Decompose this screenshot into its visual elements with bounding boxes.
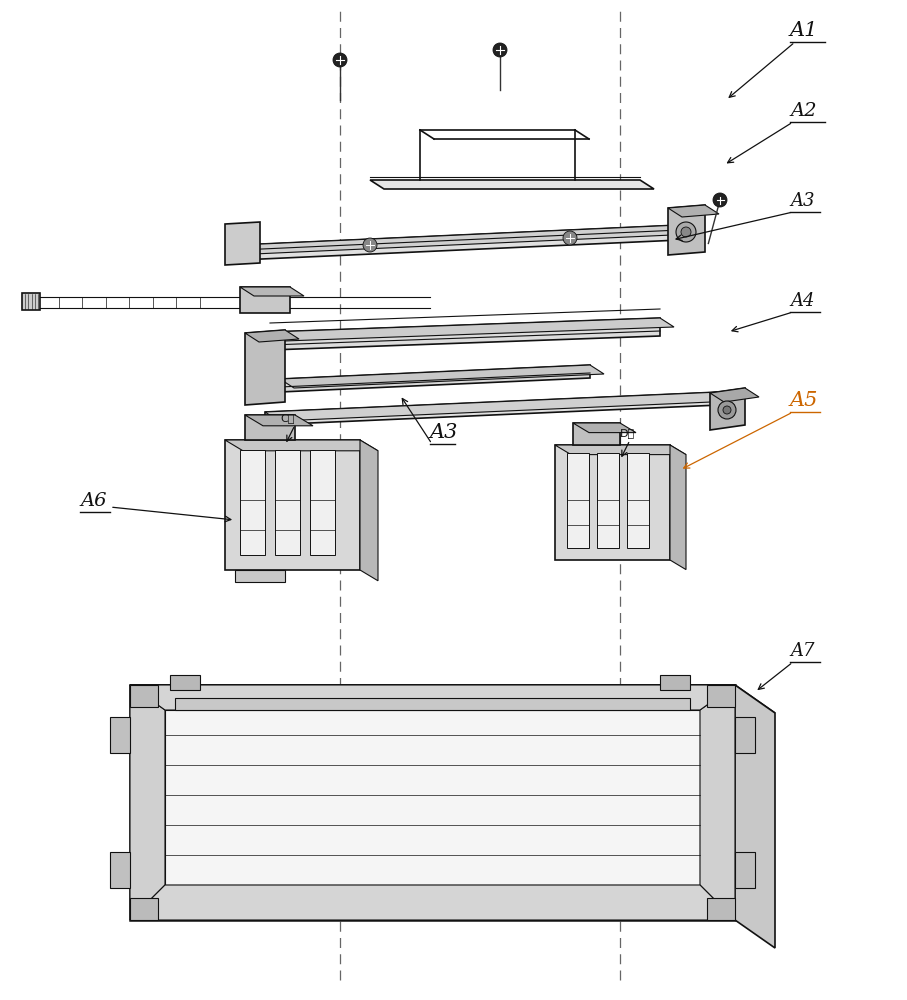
Circle shape: [723, 406, 731, 414]
Polygon shape: [235, 570, 285, 582]
Text: C点: C点: [280, 413, 295, 423]
Polygon shape: [240, 287, 304, 296]
Polygon shape: [240, 450, 265, 555]
Polygon shape: [275, 450, 300, 555]
Polygon shape: [573, 423, 620, 445]
Polygon shape: [668, 205, 705, 255]
Polygon shape: [225, 440, 360, 570]
Polygon shape: [130, 685, 165, 920]
Polygon shape: [573, 423, 636, 433]
Polygon shape: [310, 450, 335, 555]
Polygon shape: [240, 287, 290, 313]
Polygon shape: [130, 685, 735, 710]
Polygon shape: [245, 415, 295, 440]
Polygon shape: [710, 388, 759, 402]
Text: A4: A4: [790, 292, 814, 310]
Text: A3: A3: [790, 192, 814, 210]
Polygon shape: [270, 318, 674, 341]
Polygon shape: [627, 453, 649, 548]
Polygon shape: [130, 685, 158, 707]
Polygon shape: [245, 415, 313, 426]
Circle shape: [681, 227, 691, 237]
Polygon shape: [668, 205, 719, 217]
Circle shape: [713, 193, 727, 207]
Polygon shape: [240, 225, 680, 260]
Polygon shape: [660, 675, 690, 690]
Polygon shape: [165, 710, 700, 885]
Polygon shape: [280, 365, 590, 392]
Polygon shape: [360, 440, 378, 581]
Circle shape: [333, 53, 347, 67]
Text: D点: D点: [620, 428, 635, 438]
Polygon shape: [22, 293, 40, 310]
Circle shape: [676, 222, 696, 242]
Polygon shape: [265, 392, 720, 425]
Text: A6: A6: [80, 492, 106, 510]
Polygon shape: [597, 453, 619, 548]
Polygon shape: [555, 445, 670, 560]
Polygon shape: [700, 685, 735, 920]
Text: A5: A5: [790, 391, 818, 410]
Polygon shape: [245, 330, 299, 342]
Polygon shape: [735, 685, 775, 948]
Polygon shape: [710, 388, 745, 430]
Circle shape: [718, 401, 736, 419]
Polygon shape: [245, 330, 285, 405]
Polygon shape: [265, 392, 734, 421]
Polygon shape: [707, 685, 735, 707]
Polygon shape: [670, 445, 686, 570]
Polygon shape: [280, 365, 604, 388]
Polygon shape: [735, 852, 755, 888]
Polygon shape: [225, 440, 378, 451]
Polygon shape: [175, 698, 690, 710]
Circle shape: [493, 43, 507, 57]
Polygon shape: [225, 222, 260, 265]
Polygon shape: [130, 898, 158, 920]
Text: A7: A7: [790, 642, 814, 660]
Polygon shape: [707, 898, 735, 920]
Text: A3: A3: [430, 423, 458, 442]
Polygon shape: [110, 852, 130, 888]
Polygon shape: [270, 318, 660, 350]
Polygon shape: [130, 685, 775, 713]
Polygon shape: [130, 685, 735, 920]
Polygon shape: [170, 675, 200, 690]
Polygon shape: [240, 225, 694, 254]
Polygon shape: [567, 453, 589, 548]
Text: A1: A1: [790, 21, 818, 40]
Polygon shape: [110, 717, 130, 753]
Polygon shape: [735, 717, 755, 753]
Circle shape: [563, 231, 577, 245]
Polygon shape: [370, 180, 654, 189]
Polygon shape: [555, 445, 686, 455]
Text: A2: A2: [790, 102, 816, 120]
Circle shape: [363, 238, 377, 252]
Polygon shape: [130, 885, 735, 920]
